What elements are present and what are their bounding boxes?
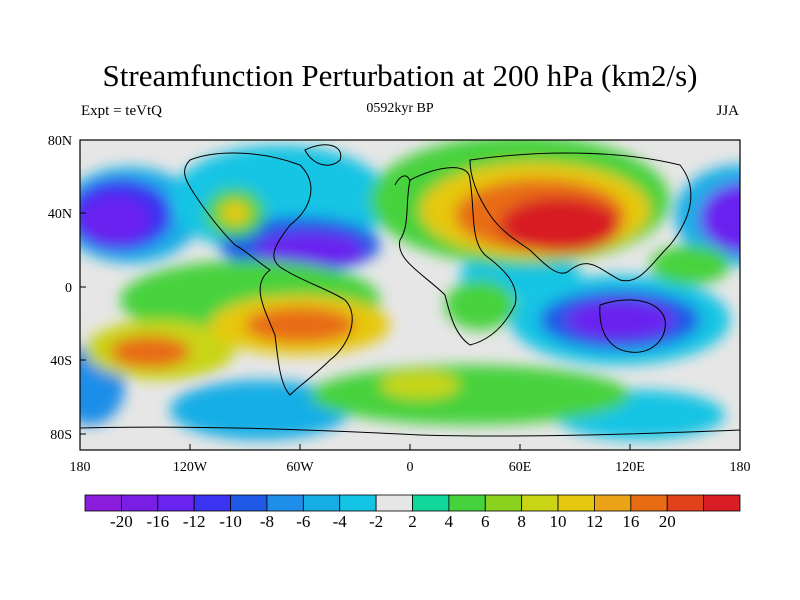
colorbar-label: -12 xyxy=(183,512,206,531)
colorbar-label: 2 xyxy=(408,512,417,531)
colorbar-label: -4 xyxy=(333,512,348,531)
colorbar-swatch xyxy=(266,494,304,512)
colorbar-swatch xyxy=(302,494,341,512)
colorbar-swatch xyxy=(703,494,741,512)
colorbar-swatch xyxy=(375,494,413,512)
australia-outline xyxy=(599,299,666,353)
colorbar-label: 12 xyxy=(586,512,603,531)
colorbar-label: -20 xyxy=(110,512,133,531)
colorbar-label: -2 xyxy=(369,512,383,531)
colorbar-swatch xyxy=(412,494,450,512)
x-tick-label: 60E xyxy=(509,460,532,475)
x-tick-label: 120W xyxy=(173,460,208,475)
africa-outline xyxy=(399,167,517,346)
y-tick-label: 0 xyxy=(65,281,72,296)
colorbar-swatch xyxy=(448,494,486,512)
colorbar xyxy=(84,494,741,512)
colorbar-swatch xyxy=(557,494,595,512)
colorbar-swatch xyxy=(339,494,377,512)
plot-title: Streamfunction Perturbation at 200 hPa (… xyxy=(102,58,698,93)
plot-subtitle: 0592kyr BP xyxy=(366,101,434,116)
colorbar-labels: -20 -16 -12 -10 -8 -6 -4 -2 2 4 6 8 10 12 16 20 xyxy=(110,512,676,531)
streamfunction-field xyxy=(80,140,740,450)
colorbar-label: -6 xyxy=(296,512,310,531)
x-tick-label: 0 xyxy=(407,460,414,475)
colorbar-label: 16 xyxy=(622,512,639,531)
y-tick-label: 40N xyxy=(48,207,72,222)
uk-outline xyxy=(394,175,411,186)
colorbar-label: -16 xyxy=(146,512,169,531)
eurasia-outline xyxy=(469,152,692,282)
x-tick-label: 180 xyxy=(730,460,751,475)
americas-outline xyxy=(184,152,353,396)
greenland-outline xyxy=(304,144,342,166)
x-tick-label: 180 xyxy=(70,460,91,475)
colorbar-swatch xyxy=(157,494,195,512)
season-label: JJA xyxy=(716,103,739,119)
colorbar-swatch xyxy=(594,494,632,512)
colorbar-swatch xyxy=(521,494,559,512)
colorbar-label: 8 xyxy=(517,512,526,531)
x-tick-label: 60W xyxy=(286,460,314,475)
colorbar-swatch xyxy=(120,494,159,512)
colorbar-swatch xyxy=(230,494,268,512)
coastlines xyxy=(80,144,740,437)
colorbar-label: 4 xyxy=(445,512,454,531)
colorbar-label: -8 xyxy=(260,512,274,531)
colorbar-swatch xyxy=(484,494,523,512)
colorbar-swatch xyxy=(630,494,668,512)
x-axis: 180 120W 60W 0 60E 120E 180 xyxy=(70,444,751,475)
x-tick-label: 120E xyxy=(615,460,645,475)
y-tick-label: 80N xyxy=(48,134,72,149)
experiment-label: Expt = teVtQ xyxy=(81,103,162,119)
y-tick-label: 80S xyxy=(50,428,72,443)
colorbar-label: -10 xyxy=(219,512,242,531)
colorbar-swatch xyxy=(666,494,705,512)
colorbar-label: 20 xyxy=(659,512,676,531)
y-tick-label: 40S xyxy=(50,354,72,369)
colorbar-swatch xyxy=(84,494,122,512)
antarctica-outline xyxy=(80,426,740,437)
colorbar-label: 10 xyxy=(550,512,567,531)
colorbar-swatch xyxy=(193,494,231,512)
y-axis: 80N 40N 0 40S 80S xyxy=(48,134,86,443)
colorbar-label: 6 xyxy=(481,512,490,531)
